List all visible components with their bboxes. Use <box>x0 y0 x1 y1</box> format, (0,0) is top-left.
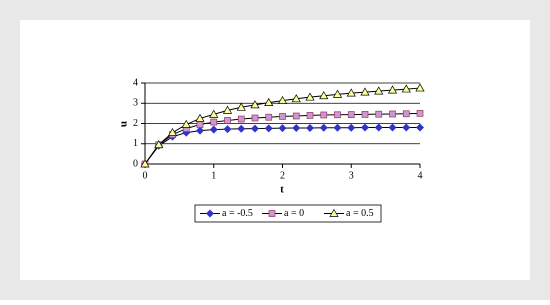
legend-marker <box>206 209 214 218</box>
marker <box>334 111 341 119</box>
y-axis-label: u <box>118 121 130 127</box>
marker <box>415 83 425 92</box>
marker <box>402 123 411 132</box>
x-tick-label: 2 <box>280 170 285 181</box>
legend-marker <box>268 210 276 217</box>
marker <box>389 110 396 118</box>
marker <box>277 95 288 104</box>
marker <box>195 113 205 122</box>
x-tick-label: 1 <box>211 170 216 181</box>
legend-marker <box>329 208 339 217</box>
marker <box>279 113 286 120</box>
marker <box>265 113 273 121</box>
marker <box>360 87 370 96</box>
marker <box>333 123 342 132</box>
marker <box>305 92 315 101</box>
x-axis-label: t <box>280 184 284 196</box>
marker <box>388 123 397 132</box>
marker <box>291 94 301 103</box>
marker <box>319 91 329 100</box>
y-tick-label: 4 <box>133 77 138 88</box>
y-tick-label: 2 <box>133 118 138 129</box>
marker <box>237 115 245 123</box>
y-tick-label: 3 <box>133 98 138 109</box>
marker <box>416 110 424 117</box>
marker <box>250 100 260 109</box>
marker <box>306 123 314 132</box>
legend-label: a = 0.5 <box>346 208 374 219</box>
marker <box>374 123 383 132</box>
marker <box>416 123 424 132</box>
marker <box>154 140 164 149</box>
marker <box>319 123 328 132</box>
marker <box>375 110 383 118</box>
legend-box <box>194 204 382 223</box>
legend-label: a = -0.5 <box>222 208 253 219</box>
x-tick-label: 0 <box>143 170 148 181</box>
marker <box>209 109 219 118</box>
marker <box>361 111 369 118</box>
marker <box>251 114 259 122</box>
marker <box>332 89 343 98</box>
marker <box>209 125 218 134</box>
marker <box>264 97 274 106</box>
marker <box>223 125 232 134</box>
marker <box>361 123 369 132</box>
marker <box>374 86 384 95</box>
x-tick-label: 3 <box>349 170 354 181</box>
marker <box>292 123 301 132</box>
x-tick-label: 4 <box>418 170 423 181</box>
marker <box>278 124 287 133</box>
marker <box>264 124 273 133</box>
marker <box>402 110 410 118</box>
marker <box>222 105 233 114</box>
marker <box>181 119 191 128</box>
marker <box>210 118 218 126</box>
marker <box>401 84 411 93</box>
marker <box>320 111 328 119</box>
y-tick-label: 0 <box>133 158 138 169</box>
marker <box>140 159 150 168</box>
marker <box>387 85 398 94</box>
marker <box>346 88 356 97</box>
marker <box>196 121 204 128</box>
marker <box>236 102 246 111</box>
marker <box>292 112 300 120</box>
marker <box>196 126 204 135</box>
marker <box>347 123 356 132</box>
marker <box>224 117 231 124</box>
panel <box>20 20 530 280</box>
marker <box>347 111 355 118</box>
marker <box>237 124 246 133</box>
marker <box>306 112 314 119</box>
marker <box>167 127 178 136</box>
y-tick-label: 1 <box>133 138 138 149</box>
legend-label: a = 0 <box>284 208 304 219</box>
marker <box>251 124 259 133</box>
